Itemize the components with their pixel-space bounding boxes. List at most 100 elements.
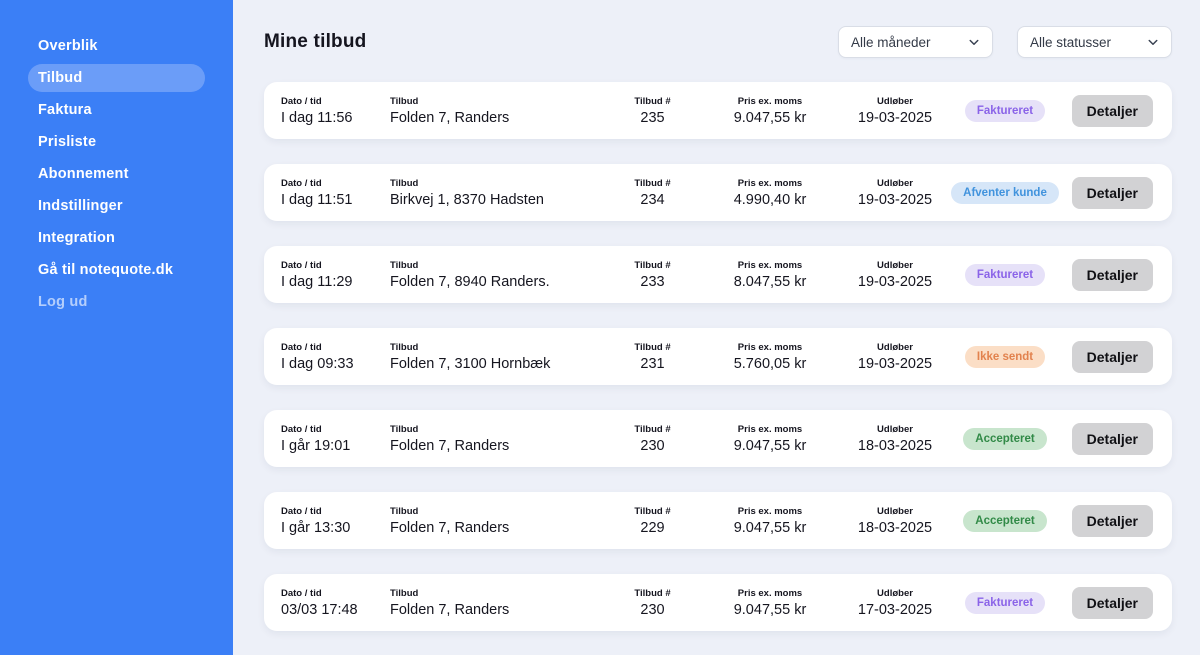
offer-value: Folden 7, Randers: [390, 519, 510, 536]
date-cell: Dato / tid I dag 11:51: [281, 178, 390, 208]
price-value: 5.760,05 kr: [733, 355, 807, 372]
offer-label: Tilbud: [390, 505, 419, 517]
offer-cell: Tilbud Folden 7, 3100 Hornbæk: [390, 342, 610, 372]
price-value: 9.047,55 kr: [733, 437, 807, 454]
number-cell: Tilbud # 234: [610, 178, 695, 208]
number-cell: Tilbud # 230: [610, 424, 695, 454]
offer-value: Folden 7, 8940 Randers.: [390, 273, 550, 290]
date-value: I dag 11:56: [281, 109, 353, 126]
number-value: 230: [640, 601, 665, 618]
details-button[interactable]: Detaljer: [1071, 94, 1153, 127]
offer-cell: Tilbud Folden 7, Randers: [390, 96, 610, 126]
status-filter-value: Alle statusser: [1030, 34, 1112, 50]
sidebar-item-overblik[interactable]: Overblik: [38, 38, 98, 54]
number-value: 230: [640, 437, 665, 454]
expires-label: Udløber: [877, 341, 913, 353]
details-button[interactable]: Detaljer: [1071, 176, 1153, 209]
sidebar-item-faktura[interactable]: Faktura: [38, 102, 92, 118]
number-label: Tilbud #: [634, 505, 671, 517]
sidebar-item-g-til-notequote-dk[interactable]: Gå til notequote.dk: [38, 262, 174, 278]
main-content: Mine tilbud Alle måneder Alle statusser …: [233, 0, 1200, 655]
expires-value: 18-03-2025: [857, 437, 933, 454]
number-label: Tilbud #: [634, 587, 671, 599]
date-value: I går 19:01: [281, 437, 351, 454]
status-cell: Faktureret: [945, 99, 1065, 122]
offer-label: Tilbud: [390, 259, 419, 271]
date-label: Dato / tid: [281, 341, 322, 353]
number-cell: Tilbud # 229: [610, 506, 695, 536]
sidebar-item-log-ud[interactable]: Log ud: [38, 294, 88, 310]
expires-value: 18-03-2025: [857, 519, 933, 536]
status-badge: Accepteret: [963, 509, 1047, 532]
expires-label: Udløber: [877, 177, 913, 189]
price-cell: Pris ex. moms 5.760,05 kr: [695, 342, 845, 372]
sidebar-item-indstillinger[interactable]: Indstillinger: [38, 198, 123, 214]
offer-label: Tilbud: [390, 95, 419, 107]
expires-cell: Udløber 19-03-2025: [845, 260, 945, 290]
offer-row: Dato / tid I dag 11:51 Tilbud Birkvej 1,…: [264, 164, 1172, 221]
number-value: 233: [640, 273, 665, 290]
date-label: Dato / tid: [281, 423, 322, 435]
sidebar-item-tilbud[interactable]: Tilbud: [28, 64, 205, 92]
price-value: 9.047,55 kr: [733, 601, 807, 618]
price-cell: Pris ex. moms 4.990,40 kr: [695, 178, 845, 208]
number-value: 235: [640, 109, 665, 126]
expires-label: Udløber: [877, 505, 913, 517]
expires-label: Udløber: [877, 259, 913, 271]
number-label: Tilbud #: [634, 259, 671, 271]
status-filter-select[interactable]: Alle statusser: [1017, 26, 1172, 58]
status-cell: Accepteret: [945, 509, 1065, 532]
price-value: 4.990,40 kr: [733, 191, 807, 208]
status-badge: Accepteret: [963, 427, 1047, 450]
number-label: Tilbud #: [634, 423, 671, 435]
offer-row: Dato / tid 03/03 17:48 Tilbud Folden 7, …: [264, 574, 1172, 631]
details-button[interactable]: Detaljer: [1071, 340, 1153, 373]
expires-value: 19-03-2025: [857, 191, 933, 208]
date-label: Dato / tid: [281, 505, 322, 517]
offer-cell: Tilbud Folden 7, Randers: [390, 588, 610, 618]
date-value: I dag 09:33: [281, 355, 354, 372]
sidebar-item-abonnement[interactable]: Abonnement: [38, 166, 129, 182]
expires-value: 19-03-2025: [857, 273, 933, 290]
button-cell: Detaljer: [1065, 258, 1153, 291]
price-label: Pris ex. moms: [737, 505, 803, 517]
sidebar-item-integration[interactable]: Integration: [38, 230, 116, 246]
expires-cell: Udløber 19-03-2025: [845, 342, 945, 372]
price-cell: Pris ex. moms 9.047,55 kr: [695, 588, 845, 618]
price-cell: Pris ex. moms 9.047,55 kr: [695, 424, 845, 454]
page-title: Mine tilbud: [264, 31, 367, 52]
details-button[interactable]: Detaljer: [1071, 504, 1153, 537]
button-cell: Detaljer: [1065, 422, 1153, 455]
number-cell: Tilbud # 230: [610, 588, 695, 618]
expires-cell: Udløber 17-03-2025: [845, 588, 945, 618]
chevron-down-icon: [968, 36, 980, 48]
expires-label: Udløber: [877, 95, 913, 107]
date-label: Dato / tid: [281, 259, 322, 271]
status-cell: Afventer kunde: [945, 181, 1065, 204]
offer-row: Dato / tid I dag 11:29 Tilbud Folden 7, …: [264, 246, 1172, 303]
date-cell: Dato / tid I går 19:01: [281, 424, 390, 454]
number-label: Tilbud #: [634, 95, 671, 107]
month-filter-value: Alle måneder: [851, 34, 931, 50]
expires-cell: Udløber 19-03-2025: [845, 96, 945, 126]
details-button[interactable]: Detaljer: [1071, 258, 1153, 291]
offer-value: Folden 7, Randers: [390, 109, 510, 126]
number-cell: Tilbud # 233: [610, 260, 695, 290]
sidebar-nav: Overblik Tilbud Faktura Prisliste Abonnement…: [0, 32, 233, 316]
details-button[interactable]: Detaljer: [1071, 586, 1153, 619]
number-value: 234: [640, 191, 665, 208]
price-label: Pris ex. moms: [737, 341, 803, 353]
offer-cell: Tilbud Folden 7, Randers: [390, 506, 610, 536]
details-button[interactable]: Detaljer: [1071, 422, 1153, 455]
price-cell: Pris ex. moms 8.047,55 kr: [695, 260, 845, 290]
offer-cell: Tilbud Birkvej 1, 8370 Hadsten: [390, 178, 610, 208]
offer-value: Folden 7, 3100 Hornbæk: [390, 355, 551, 372]
main-header: Mine tilbud Alle måneder Alle statusser: [264, 26, 1172, 58]
number-label: Tilbud #: [634, 341, 671, 353]
month-filter-select[interactable]: Alle måneder: [838, 26, 993, 58]
button-cell: Detaljer: [1065, 340, 1153, 373]
sidebar-item-prisliste[interactable]: Prisliste: [38, 134, 97, 150]
date-value: I dag 11:51: [281, 191, 353, 208]
date-value: I dag 11:29: [281, 273, 353, 290]
expires-value: 19-03-2025: [857, 109, 933, 126]
